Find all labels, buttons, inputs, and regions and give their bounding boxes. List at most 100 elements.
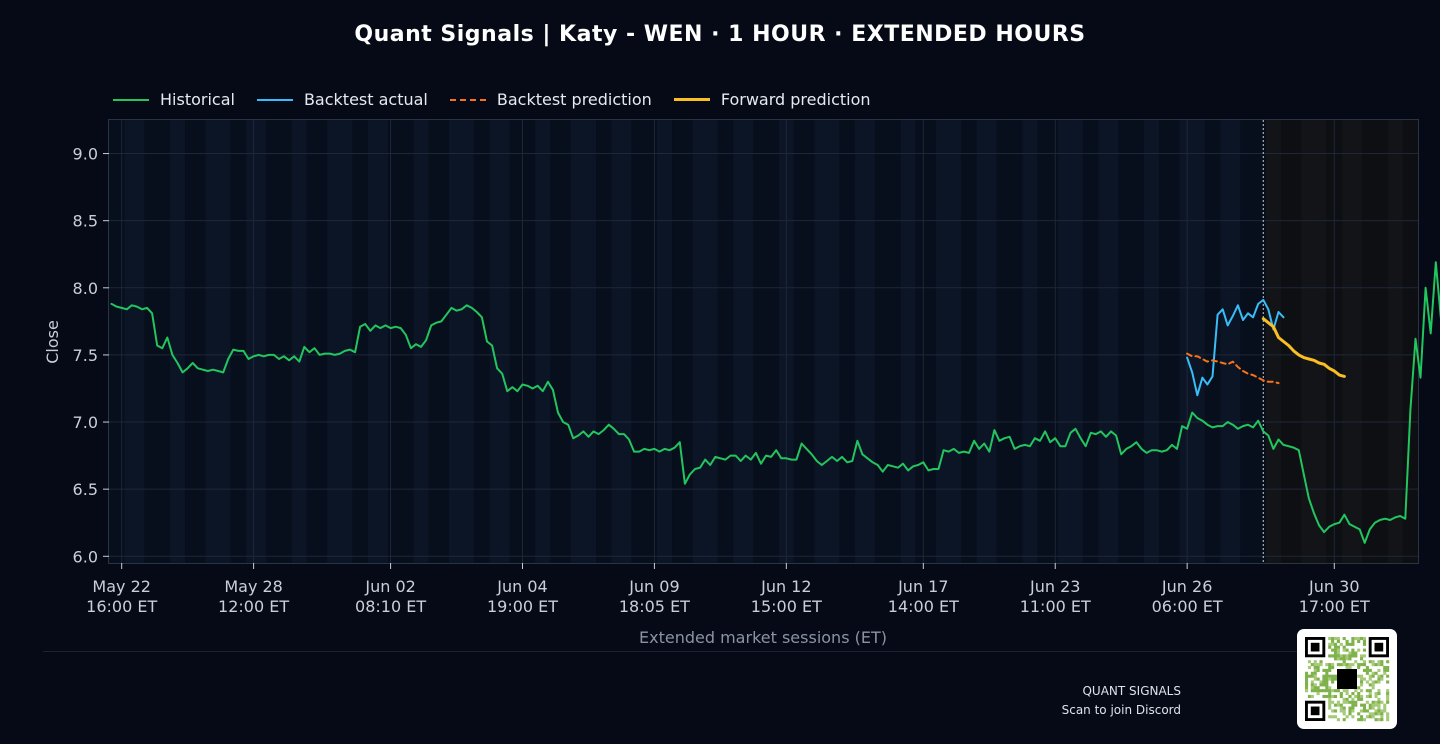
session-band	[124, 120, 145, 563]
x-tick-label: Jun 09	[628, 577, 679, 596]
qr-module	[1325, 683, 1329, 687]
session-band	[230, 120, 246, 563]
session-bands	[109, 120, 1418, 563]
qr-module	[1333, 642, 1338, 646]
qr-module	[1368, 660, 1372, 664]
qr-module	[1371, 671, 1375, 675]
qr-module	[1386, 697, 1390, 701]
qr-module	[1310, 694, 1314, 699]
brand-block: QUANT SIGNALS Scan to join Discord	[1010, 682, 1181, 720]
qr-module	[1360, 703, 1364, 707]
qr-module	[1377, 692, 1381, 696]
y-tick-label: 9.0	[73, 145, 98, 164]
qr-module	[1342, 645, 1346, 649]
y-axis: 6.0 6.5 7.0 7.5 8.0 8.5 9.0	[73, 145, 109, 566]
qr-module	[1371, 712, 1375, 716]
qr-module	[1313, 663, 1317, 667]
qr-module	[1383, 665, 1387, 670]
qr-module	[1331, 637, 1335, 641]
x-tick-label: May 28	[224, 577, 283, 596]
qr-module	[1386, 665, 1390, 670]
qr-module	[1336, 639, 1340, 643]
x-tick-label: Jun 12	[760, 577, 811, 596]
qr-module	[1322, 689, 1326, 693]
qr-module	[1365, 680, 1369, 684]
qr-module	[1345, 663, 1349, 667]
qr-module	[1328, 700, 1332, 704]
qr-module	[1345, 642, 1349, 646]
qr-module	[1328, 697, 1332, 701]
session-band	[169, 120, 186, 563]
session-band	[996, 120, 1023, 563]
brand-name: QUANT SIGNALS	[1082, 684, 1181, 698]
qr-module	[1351, 709, 1355, 713]
qr-module	[1333, 637, 1338, 641]
x-tick-sublabel: 15:00 ET	[751, 597, 822, 616]
qr-module	[1328, 637, 1332, 641]
qr-module	[1365, 715, 1369, 719]
session-band	[570, 120, 597, 563]
discord-qr-code[interactable]	[1297, 629, 1397, 729]
x-tick-label: Jun 02	[364, 577, 415, 596]
session-band	[245, 120, 267, 563]
qr-module	[1348, 712, 1352, 716]
qr-module	[1307, 694, 1311, 699]
qr-module	[1360, 654, 1364, 658]
qr-module	[1328, 689, 1332, 693]
qr-module	[1339, 654, 1343, 658]
legend-swatch-forward-prediction	[673, 98, 710, 101]
qr-module	[1342, 654, 1346, 658]
qr-module	[1360, 674, 1364, 678]
qr-module	[1345, 648, 1349, 652]
qr-module	[1307, 674, 1311, 678]
session-band	[814, 120, 840, 563]
x-tick-sublabel: 11:00 ET	[1020, 597, 1091, 616]
qr-module	[1342, 706, 1346, 710]
qr-module	[1325, 668, 1329, 672]
qr-module	[1360, 715, 1364, 719]
qr-module	[1371, 686, 1375, 690]
qr-module	[1368, 694, 1372, 699]
qr-module	[1357, 686, 1361, 690]
y-tick-label: 8.0	[73, 279, 98, 298]
qr-module	[1360, 637, 1364, 641]
qr-module	[1380, 712, 1384, 716]
qr-module	[1386, 712, 1390, 716]
qr-module	[1380, 700, 1384, 704]
qr-module	[1383, 703, 1387, 707]
qr-module	[1328, 654, 1332, 658]
qr-module	[1342, 712, 1346, 716]
qr-module	[1362, 703, 1367, 707]
qr-module	[1368, 674, 1372, 678]
qr-module	[1348, 642, 1352, 646]
x-tick-sublabel: 18:05 ET	[619, 597, 690, 616]
qr-module	[1357, 694, 1361, 699]
qr-module	[1313, 665, 1317, 670]
qr-module	[1357, 718, 1361, 722]
x-tick-label: Jun 23	[1029, 577, 1080, 596]
qr-module	[1357, 692, 1361, 696]
session-band	[535, 120, 551, 563]
qr-module	[1313, 683, 1317, 687]
qr-module	[1331, 639, 1335, 643]
qr-module	[1336, 703, 1340, 707]
qr-module	[1328, 692, 1332, 696]
qr-module	[1316, 692, 1320, 696]
qr-module	[1328, 663, 1332, 667]
qr-module	[1377, 680, 1381, 684]
qr-module	[1333, 715, 1338, 719]
qr-module	[1310, 689, 1314, 693]
session-band	[1144, 120, 1160, 563]
qr-module	[1342, 689, 1346, 693]
qr-module	[1336, 637, 1340, 641]
qr-module	[1351, 637, 1355, 641]
qr-module	[1313, 677, 1317, 681]
qr-module	[1328, 645, 1332, 649]
legend-swatch-historical	[113, 98, 149, 101]
qr-module	[1374, 700, 1378, 704]
qr-module	[1362, 642, 1367, 646]
qr-module	[1333, 654, 1338, 658]
qr-module	[1348, 694, 1352, 699]
qr-module	[1374, 709, 1378, 713]
qr-module	[1328, 677, 1332, 681]
